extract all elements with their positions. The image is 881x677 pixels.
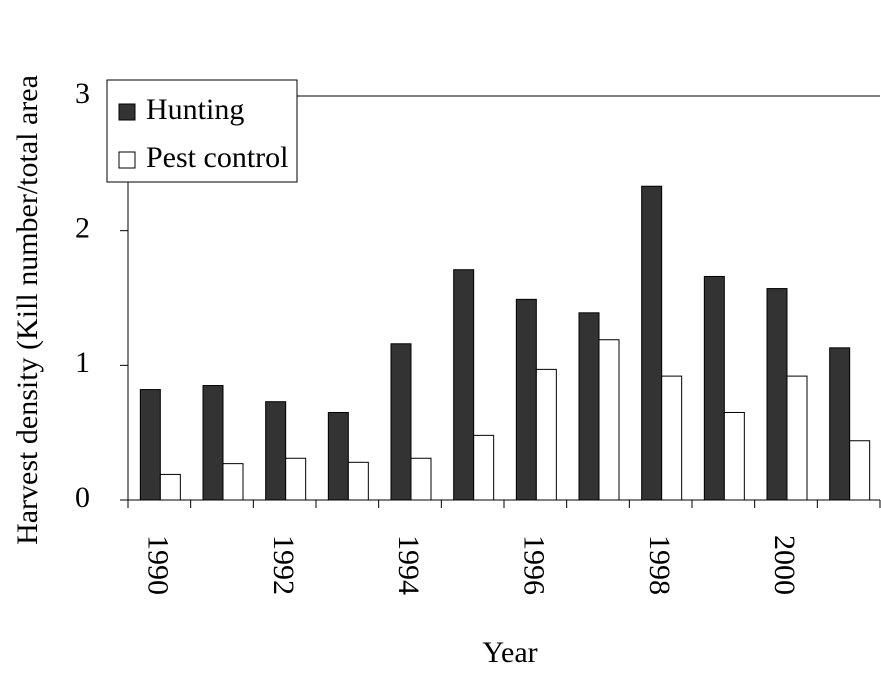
bar [535, 368, 557, 501]
bar [829, 347, 851, 501]
legend-label: Hunting [146, 93, 244, 126]
x-tick-label: 1994 [392, 535, 425, 595]
legend-box [106, 79, 298, 183]
x-tick-label: 1992 [267, 535, 300, 595]
bar [347, 461, 369, 501]
bar [222, 463, 244, 501]
y-tick-label: 0 [75, 481, 90, 514]
bar [641, 185, 663, 501]
bar [473, 434, 495, 501]
bar [766, 288, 788, 501]
y-tick-label: 2 [75, 212, 90, 245]
x-tick-label: 1990 [141, 535, 174, 595]
x-axis-title: Year [482, 636, 537, 669]
legend-swatch [118, 103, 136, 121]
bar [515, 298, 537, 501]
legend-label: Pest control [146, 141, 289, 174]
bar [598, 339, 620, 501]
bar [285, 457, 307, 501]
bar [723, 411, 745, 501]
bar [265, 401, 287, 501]
bar [159, 473, 181, 501]
y-axis-title: Harvest density (Kill number/total area [11, 75, 44, 545]
bar [786, 375, 808, 501]
bar [703, 275, 725, 501]
bar [578, 312, 600, 501]
x-tick-label: 1996 [517, 535, 550, 595]
bar [390, 343, 412, 501]
bar [453, 269, 475, 501]
bar [410, 457, 432, 501]
legend-swatch [118, 151, 136, 169]
bar [202, 385, 224, 501]
y-tick-label: 3 [75, 77, 90, 110]
y-tick-label: 1 [75, 346, 90, 379]
bar [661, 375, 683, 501]
x-tick-label: 2000 [768, 535, 801, 595]
x-tick-label: 1998 [643, 535, 676, 595]
bar [327, 411, 349, 501]
bar [139, 389, 161, 501]
bar [849, 440, 871, 501]
